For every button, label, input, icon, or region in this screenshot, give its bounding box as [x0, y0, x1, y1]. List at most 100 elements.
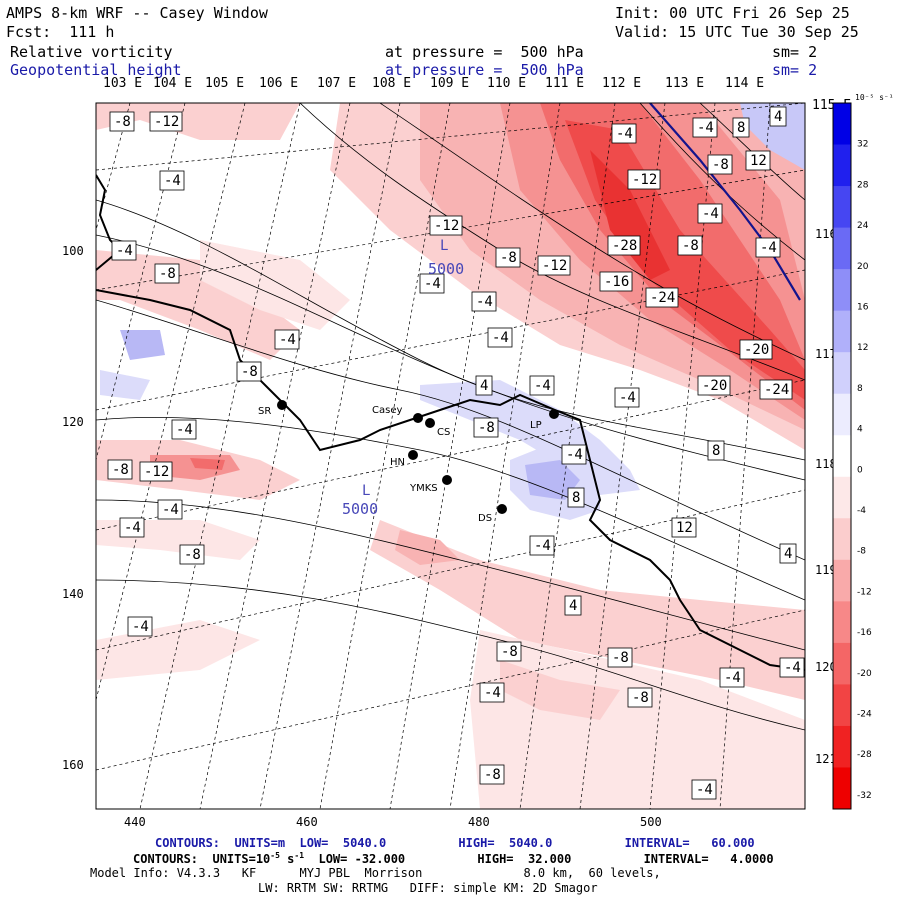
y-tick-140: 140	[62, 587, 84, 601]
vorticity-label: -4	[127, 616, 153, 637]
x-tick-500: 500	[640, 815, 662, 829]
svg-text:-24: -24	[650, 290, 675, 306]
station-label: DS	[478, 513, 492, 524]
colorbar-unit: 10⁻⁵ s⁻¹	[855, 93, 894, 102]
low-marker: L	[440, 238, 448, 254]
vorticity-label: -4	[479, 682, 505, 703]
svg-text:-8: -8	[500, 250, 517, 266]
station-label: HN	[390, 457, 405, 468]
station-dot	[408, 450, 418, 460]
vorticity-label: -4	[157, 499, 183, 520]
station-label: YMKS	[409, 483, 438, 494]
colorbar-swatch	[833, 601, 851, 644]
svg-text:12: 12	[676, 520, 693, 536]
svg-text:-12: -12	[542, 258, 567, 274]
svg-text:-4: -4	[176, 422, 193, 438]
vorticity-label: -20	[697, 375, 731, 396]
field2-smoothing: sm= 2	[772, 61, 818, 79]
svg-text:-12: -12	[154, 114, 179, 130]
station-label: SR	[258, 406, 271, 417]
vorticity-label: -12	[139, 461, 173, 482]
svg-text:-24: -24	[764, 382, 789, 398]
svg-text:-8: -8	[682, 238, 699, 254]
svg-text:-4: -4	[132, 619, 149, 635]
vorticity-label: -4	[697, 203, 723, 224]
vorticity-label: -8	[677, 235, 703, 256]
footer-model-info: Model Info: V4.3.3 KF MYJ PBL Morrison 8…	[90, 866, 661, 880]
colorbar-label: -4	[857, 506, 866, 516]
colorbar-label: 24	[857, 221, 869, 231]
colorbar-swatch	[833, 518, 851, 561]
y-tick-160: 160	[62, 758, 84, 772]
svg-text:4: 4	[774, 109, 782, 125]
colorbar-label: -24	[857, 709, 872, 719]
longitude-label: 108 E	[372, 76, 412, 91]
svg-text:-4: -4	[696, 782, 713, 798]
vorticity-label: -8	[495, 247, 521, 268]
svg-text:-4: -4	[619, 390, 636, 406]
vorticity-label: -28	[607, 235, 641, 256]
svg-text:-8: -8	[184, 547, 201, 563]
svg-text:-4: -4	[566, 447, 583, 463]
vorticity-label: -4	[487, 327, 513, 348]
vorticity-label: 4	[475, 375, 493, 396]
vorticity-label: -4	[719, 667, 745, 688]
vorticity-label: -8	[109, 111, 135, 132]
station-dot	[497, 504, 507, 514]
field1-name: Relative vorticity	[10, 43, 173, 61]
map-frame	[95, 102, 806, 810]
field1-level: at pressure = 500 hPa	[385, 43, 584, 61]
vorticity-label: -4	[419, 273, 445, 294]
svg-text:-4: -4	[476, 294, 493, 310]
colorbar-swatch	[833, 393, 851, 436]
svg-text:-4: -4	[724, 670, 741, 686]
model-title: AMPS 8-km WRF -- Casey Window	[6, 4, 268, 22]
footer-physics: LW: RRTM SW: RRTMG DIFF: simple KM: 2D S…	[258, 881, 598, 895]
svg-text:-4: -4	[697, 120, 714, 136]
vorticity-label: -4	[692, 117, 718, 138]
longitude-label: 110 E	[487, 76, 527, 91]
vorticity-label: -4	[529, 535, 555, 556]
svg-text:-28: -28	[612, 238, 637, 254]
colorbar-label: 12	[857, 343, 868, 353]
colorbar-label: -20	[857, 669, 872, 679]
vorticity-label: -4	[779, 657, 805, 678]
colorbar-swatch	[833, 476, 851, 519]
colorbar-label: 0	[857, 465, 863, 475]
svg-text:-4: -4	[492, 330, 509, 346]
y-tick-120: 120	[62, 415, 84, 429]
longitude-label: 103 E	[103, 76, 143, 91]
station-dot	[413, 413, 423, 423]
colorbar-swatch	[833, 144, 851, 187]
svg-text:-4: -4	[760, 240, 777, 256]
vorticity-label: -8	[479, 764, 505, 785]
svg-text:-8: -8	[632, 690, 649, 706]
svg-text:-20: -20	[702, 378, 727, 394]
colorbar-label: -8	[857, 547, 866, 557]
svg-text:4: 4	[480, 378, 488, 394]
colorbar-label: 20	[857, 262, 869, 272]
colorbar-swatch	[833, 227, 851, 270]
colorbar-swatch	[833, 435, 851, 478]
forecast-hour: Fcst: 111 h	[6, 23, 115, 41]
colorbar-label: -16	[857, 628, 872, 638]
height-contour-5040	[649, 103, 801, 301]
colorbar-swatch	[833, 352, 851, 395]
vorticity-label: -8	[473, 417, 499, 438]
colorbar-label: 4	[857, 425, 863, 435]
colorbar-label: 28	[857, 180, 869, 190]
station-dot	[442, 475, 452, 485]
svg-text:8: 8	[712, 443, 720, 459]
svg-text:-12: -12	[632, 172, 657, 188]
station-label: Casey	[372, 405, 402, 416]
svg-text:-8: -8	[114, 114, 131, 130]
longitude-label: 112 E	[602, 76, 642, 91]
vorticity-label: -8	[236, 361, 262, 382]
field2-level: at pressure = 500 hPa	[385, 61, 584, 79]
colorbar-label: -12	[857, 587, 872, 597]
station-label: LP	[530, 420, 542, 431]
svg-text:-8: -8	[112, 462, 129, 478]
svg-text:-8: -8	[501, 644, 518, 660]
vorticity-label: -20	[739, 339, 773, 360]
